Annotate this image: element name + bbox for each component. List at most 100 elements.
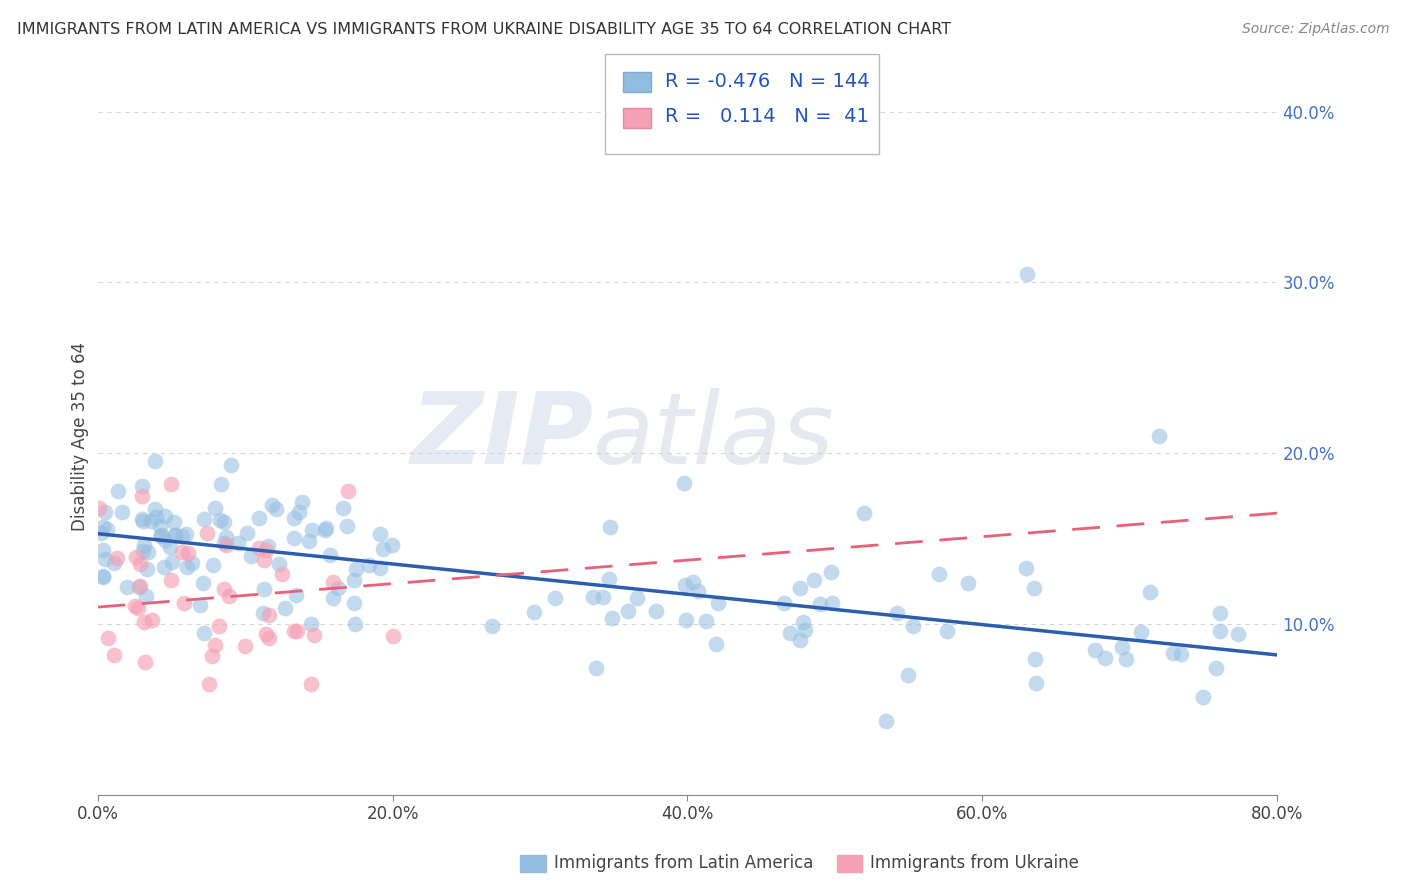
Point xyxy=(283,624,305,638)
Point xyxy=(145,502,167,516)
Point xyxy=(173,596,195,610)
Point xyxy=(336,518,359,533)
Point xyxy=(115,580,138,594)
Text: atlas: atlas xyxy=(593,388,835,484)
Point xyxy=(1015,267,1038,281)
Point xyxy=(283,531,305,545)
Point xyxy=(257,539,280,553)
Point xyxy=(218,589,240,603)
Point xyxy=(1226,627,1249,641)
Point xyxy=(283,510,305,524)
Point xyxy=(673,475,696,490)
Point xyxy=(191,575,214,590)
Text: Immigrants from Latin America: Immigrants from Latin America xyxy=(554,855,813,872)
Point xyxy=(344,617,367,632)
Point xyxy=(145,510,167,524)
Point xyxy=(254,543,277,558)
Point xyxy=(155,509,177,524)
Point xyxy=(193,625,215,640)
Point xyxy=(626,591,648,606)
Point xyxy=(288,505,311,519)
Point xyxy=(111,505,134,519)
Point xyxy=(252,607,274,621)
Point xyxy=(176,559,198,574)
Point xyxy=(233,639,256,653)
Point xyxy=(897,667,920,681)
Point xyxy=(204,638,226,652)
Point xyxy=(1208,606,1230,620)
Point xyxy=(592,590,614,604)
Point xyxy=(181,556,204,570)
Point xyxy=(332,500,354,515)
Point xyxy=(695,615,717,629)
Point xyxy=(91,569,114,583)
Point xyxy=(957,576,980,591)
Point xyxy=(359,558,381,572)
Point xyxy=(368,526,391,541)
Point xyxy=(544,591,567,606)
Point xyxy=(209,513,232,527)
Point xyxy=(239,549,262,563)
Point xyxy=(198,677,221,691)
Point xyxy=(600,610,623,624)
Point xyxy=(103,556,125,570)
Point xyxy=(94,505,117,519)
Point xyxy=(91,543,114,558)
Point xyxy=(901,619,924,633)
Point xyxy=(131,478,153,492)
Point xyxy=(271,566,294,581)
Y-axis label: Disability Age 35 to 64: Disability Age 35 to 64 xyxy=(72,342,89,531)
Point xyxy=(343,597,366,611)
Point xyxy=(675,613,697,627)
Point xyxy=(134,656,156,670)
Point xyxy=(204,500,226,515)
Point xyxy=(165,528,187,542)
Point xyxy=(132,544,155,558)
Point xyxy=(91,569,114,583)
Point xyxy=(1015,561,1038,575)
Point xyxy=(247,511,270,525)
Point xyxy=(522,605,544,619)
Point xyxy=(1161,647,1184,661)
Point xyxy=(382,629,405,643)
Point xyxy=(1149,429,1171,443)
Point xyxy=(599,520,621,534)
Point xyxy=(789,633,811,648)
Point xyxy=(1205,661,1227,675)
Point xyxy=(97,632,120,646)
Point xyxy=(779,625,801,640)
Point xyxy=(1025,675,1047,690)
Point xyxy=(149,518,172,533)
Point xyxy=(481,619,503,633)
Point xyxy=(253,553,276,567)
Point xyxy=(1111,640,1133,654)
Point xyxy=(315,521,337,535)
Point xyxy=(208,618,231,632)
Point xyxy=(129,579,152,593)
Point xyxy=(585,661,607,675)
Point xyxy=(155,533,177,547)
Text: R = -0.476   N = 144: R = -0.476 N = 144 xyxy=(665,71,870,91)
Point xyxy=(707,596,730,610)
Point xyxy=(381,538,404,552)
Point xyxy=(301,523,323,537)
Point xyxy=(226,535,249,549)
Point xyxy=(274,600,297,615)
Point xyxy=(141,613,163,627)
Point xyxy=(1024,652,1046,666)
Point xyxy=(159,540,181,554)
Point xyxy=(190,598,212,612)
Point xyxy=(792,615,814,629)
Point xyxy=(177,546,200,560)
Point xyxy=(254,626,277,640)
Point xyxy=(212,582,235,597)
Point xyxy=(259,631,281,645)
Point xyxy=(105,551,128,566)
Point xyxy=(127,600,149,615)
Point xyxy=(1191,690,1213,704)
Text: Immigrants from Ukraine: Immigrants from Ukraine xyxy=(870,855,1080,872)
Point xyxy=(820,566,842,580)
Point xyxy=(193,512,215,526)
Point xyxy=(149,528,172,542)
Point xyxy=(688,584,710,599)
